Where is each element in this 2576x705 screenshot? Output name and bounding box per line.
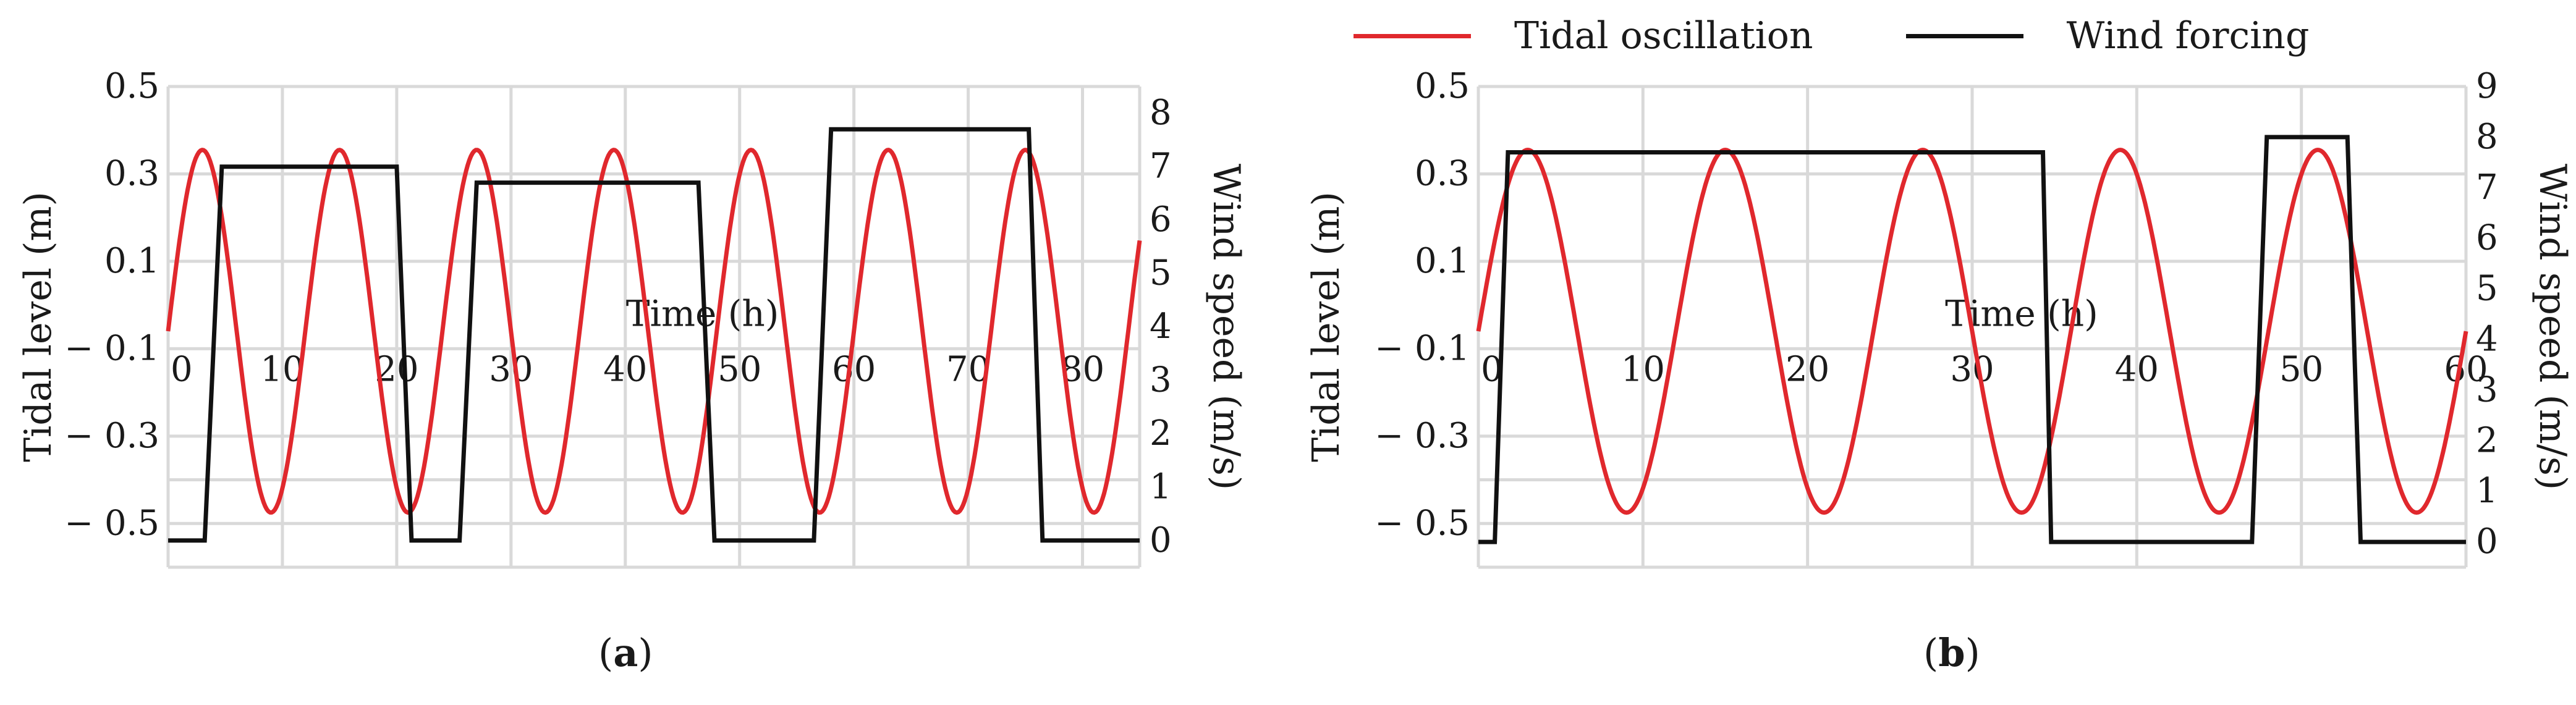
chart-a-x-tick-label: 60 <box>832 349 876 389</box>
legend-item-tidal: Tidal oscillation <box>1354 14 1813 57</box>
legend-label-tidal: Tidal oscillation <box>1514 14 1813 57</box>
chart-a-y-right-tick-label: 2 <box>1150 413 1172 454</box>
chart-a-y-right-tick-label: 4 <box>1150 306 1172 347</box>
chart-a-y-right-tick-label: 3 <box>1150 360 1172 400</box>
chart-b-y-right-axis-label: Wind speed (m/s) <box>2531 164 2574 490</box>
chart-b-y-right-tick-label: 3 <box>2476 369 2498 410</box>
legend-label-wind: Wind forcing <box>2066 14 2310 57</box>
chart-a-x-tick-label: 30 <box>489 349 533 389</box>
chart-b-series-wind-line <box>1478 135 2466 544</box>
chart-b-y-left-tick-label: − 0.5 <box>1375 503 1470 543</box>
chart-a-y-left-tick-label: − 0.1 <box>64 328 159 368</box>
chart-a-y-right-tick-label: 7 <box>1150 146 1172 187</box>
chart-b-y-right-tick-label: 9 <box>2476 66 2498 106</box>
caption-a-close: ) <box>638 630 653 675</box>
legend-item-wind: Wind forcing <box>1905 14 2310 57</box>
caption-a: (a) <box>598 630 653 675</box>
chart-a-y-left-tick-label: 0.1 <box>104 241 159 281</box>
caption-a-letter: a <box>613 630 638 675</box>
chart-b-y-right-tick-label: 4 <box>2476 319 2498 359</box>
chart-a-y-left-axis-label: Tidal level (m) <box>17 192 60 462</box>
chart-a-x-tick-label: 50 <box>718 349 761 389</box>
chart-b-y-left-tick-label: 0.3 <box>1415 153 1470 193</box>
caption-b-open: ( <box>1923 630 1939 675</box>
caption-a-open: ( <box>598 630 614 675</box>
chart-a-y-left-tick-label: − 0.3 <box>64 416 159 456</box>
chart-a-series-wind-line <box>168 127 1140 543</box>
legend: Tidal oscillation Wind forcing <box>1354 11 2402 61</box>
chart-b-x-tick-label: 20 <box>1786 349 1829 389</box>
chart-b-y-right-tick-label: 7 <box>2476 167 2498 208</box>
chart-a-x-tick-label: 0 <box>171 349 193 389</box>
chart-b-y-left-tick-label: − 0.1 <box>1375 328 1470 368</box>
chart-b-y-left-axis-label: Tidal level (m) <box>1305 192 1348 462</box>
chart-b-y-left-tick-label: 0.5 <box>1415 66 1470 106</box>
chart-b-x-tick-label: 40 <box>2115 349 2159 389</box>
chart-b-y-right-tick-label: 6 <box>2476 218 2498 258</box>
chart-a-y-right-tick-label: 6 <box>1150 200 1172 240</box>
chart-b-x-tick-label: 60 <box>2444 349 2488 389</box>
chart-b-y-right-tick-label: 8 <box>2476 117 2498 157</box>
legend-swatch-tidal <box>1354 33 1471 38</box>
chart-b-y-right-tick-label: 5 <box>2476 269 2498 309</box>
chart-a-y-left-tick-label: − 0.5 <box>64 503 159 543</box>
legend-swatch-wind <box>1905 33 2023 38</box>
chart-b-y-left-tick-label: − 0.3 <box>1375 416 1470 456</box>
chart-a-y-right-tick-label: 0 <box>1150 520 1172 560</box>
chart-a-y-right-axis-label: Wind speed (m/s) <box>1205 164 1248 490</box>
caption-b-close: ) <box>1965 630 1980 675</box>
chart-a-y-right-tick-label: 5 <box>1150 253 1172 293</box>
chart-b-y-right-tick-label: 1 <box>2476 471 2498 511</box>
chart-a-y-right-tick-label: 1 <box>1150 466 1172 507</box>
chart-b-y-left-tick-label: 0.1 <box>1415 241 1470 281</box>
caption-b-letter: b <box>1938 630 1965 675</box>
chart-b-x-tick-label: 10 <box>1621 349 1665 389</box>
chart-a-y-left-tick-label: 0.5 <box>104 66 159 106</box>
chart-a-x-tick-label: 40 <box>603 349 647 389</box>
chart-b-x-tick-label: 30 <box>1950 349 1994 389</box>
chart-b-y-right-tick-label: 2 <box>2476 420 2498 460</box>
chart-a-y-left-tick-label: 0.3 <box>104 153 159 193</box>
chart-b-series-tidal-line <box>1476 148 2468 515</box>
chart-b-x-tick-label: 50 <box>2279 349 2323 389</box>
caption-b: (b) <box>1923 630 1980 675</box>
chart-b-y-right-tick-label: 0 <box>2476 521 2498 562</box>
chart-a-y-right-tick-label: 8 <box>1150 93 1172 133</box>
